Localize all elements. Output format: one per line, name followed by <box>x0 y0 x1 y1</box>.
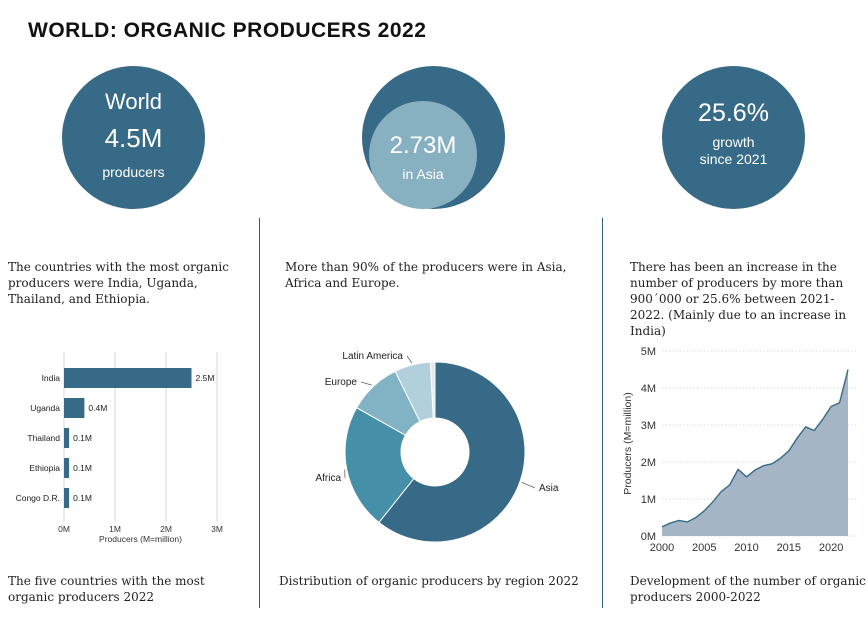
donut-label: Latin America <box>342 351 403 362</box>
world-value: 4.5M <box>104 123 163 153</box>
donut-slice <box>378 361 526 543</box>
panel3-caption: Development of the number of organic pro… <box>630 574 866 604</box>
x-tick-label: 0M <box>58 524 70 534</box>
donut-leader-line <box>406 355 413 364</box>
panel2-caption: Distribution of organic producers by reg… <box>279 574 579 588</box>
bar <box>64 398 85 418</box>
panel1-caption: The five countries with the most organic… <box>8 574 205 604</box>
y-tick-label: 5M <box>641 346 656 358</box>
asia-label: in Asia <box>402 166 444 182</box>
x-tick-label: 2015 <box>777 542 801 554</box>
bar-category-label: Congo D.R. <box>16 493 60 503</box>
donut-label: Africa <box>315 473 341 484</box>
bar-value-label: 0.1M <box>73 433 92 443</box>
asia-value: 2.73M <box>389 132 457 159</box>
area-line <box>661 369 849 528</box>
bar-category-label: Uganda <box>30 403 60 413</box>
x-tick-label: 2005 <box>692 542 716 554</box>
bar <box>64 428 70 448</box>
bar-value-label: 0.1M <box>73 493 92 503</box>
donut-slice <box>429 361 436 419</box>
y-tick-label: 2M <box>641 457 656 469</box>
bar <box>64 368 192 388</box>
region-donut-chart: Asia Africa Europe Latin America <box>315 351 559 543</box>
donut-label: Europe <box>325 377 358 388</box>
donut-label: Asia <box>539 483 559 494</box>
column-divider-right <box>602 218 603 608</box>
x-tick-label: 2M <box>160 524 172 534</box>
growth-label: growth <box>712 133 755 150</box>
bar <box>64 488 70 508</box>
panel1-description: The countries with the most organic prod… <box>8 260 229 306</box>
donut-leader-line <box>360 381 372 386</box>
y-tick-label: 0M <box>641 531 656 543</box>
bar <box>64 458 70 478</box>
producers-area-chart: 0M 1M 2M 3M 4M 5M 2000 2005 2010 2015 2020 Producer… <box>622 346 858 554</box>
y-tick-label: 4M <box>641 383 656 395</box>
growth-circle: 25.6% growth since 2021 <box>662 66 805 209</box>
world-unit: producers <box>102 164 165 180</box>
donut-leader-line <box>521 481 536 489</box>
column-divider-left <box>259 218 260 608</box>
bar-category-label: Ethiopia <box>29 463 60 473</box>
y-tick-label: 1M <box>641 494 656 506</box>
top-countries-bar-chart: 0M 1M 2M 3M Producers (M=million) India 2.5M Ug… <box>16 352 223 544</box>
bar-value-label: 0.1M <box>73 463 92 473</box>
asia-inner-circle: 2.73M in Asia <box>369 101 477 209</box>
y-axis-title: Producers (M=million) <box>622 392 634 494</box>
x-tick-label: 1M <box>109 524 121 534</box>
bar-value-label: 2.5M <box>196 373 215 383</box>
page-title: WORLD: ORGANIC PRODUCERS 2022 <box>28 19 427 42</box>
y-tick-label: 3M <box>641 420 656 432</box>
growth-value: 25.6% <box>698 98 769 127</box>
bar-category-label: India <box>42 373 61 383</box>
bar-category-label: Thailand <box>27 433 60 443</box>
panel3-description: There has been an increase in the number… <box>630 260 847 338</box>
world-label: World <box>104 89 163 114</box>
area-fill <box>662 369 848 536</box>
x-tick-label: 2010 <box>734 542 758 554</box>
x-axis-title: Producers (M=million) <box>99 534 182 544</box>
x-tick-label: 2020 <box>819 542 843 554</box>
panel2-description: More than 90% of the producers were in A… <box>285 260 567 290</box>
donut-slice <box>344 406 415 524</box>
world-producers-circle: World 4.5M producers <box>62 66 205 209</box>
x-tick-label: 3M <box>211 524 223 534</box>
x-tick-label: 2000 <box>650 542 674 554</box>
bar-value-label: 0.4M <box>88 403 107 413</box>
growth-since: since 2021 <box>699 150 768 167</box>
